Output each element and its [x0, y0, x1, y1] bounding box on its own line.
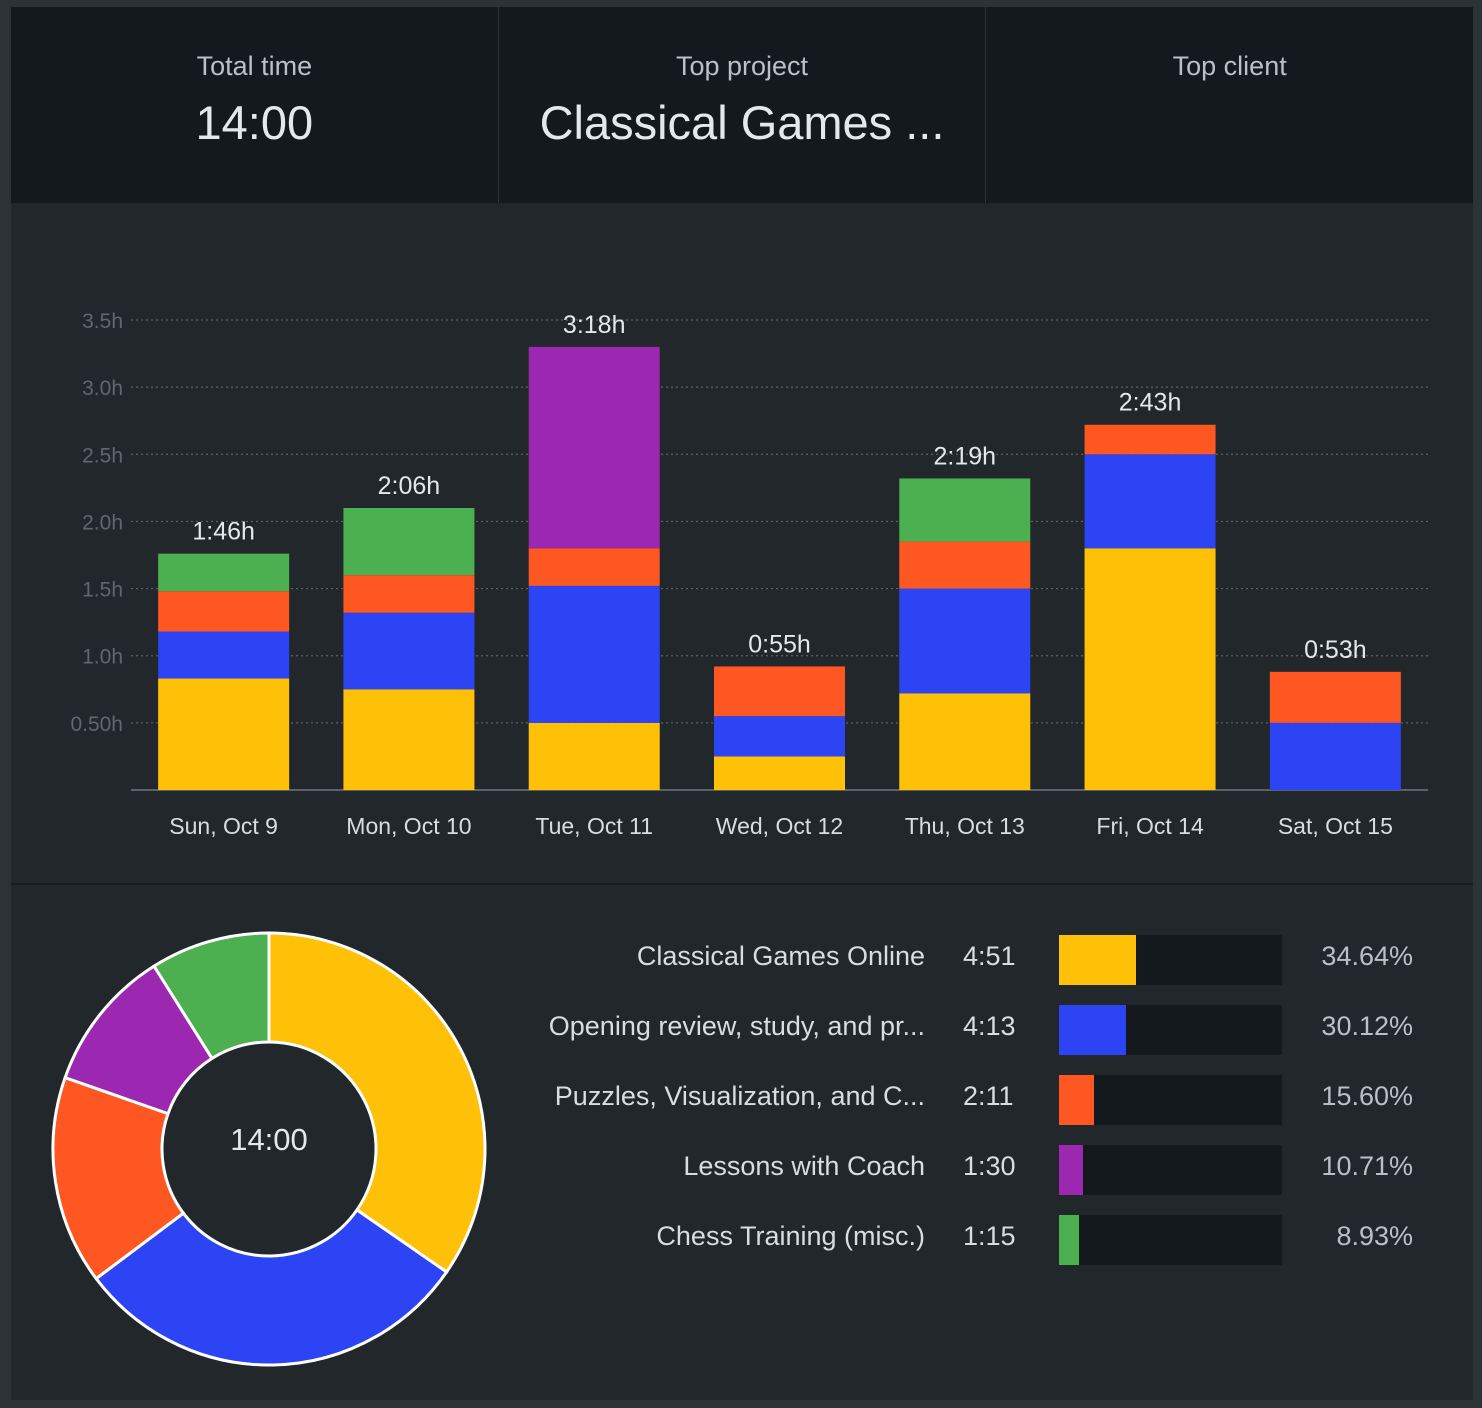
donut-slice[interactable] [267, 931, 487, 1275]
bar-segment[interactable] [343, 689, 475, 790]
donut-slice[interactable] [94, 1207, 449, 1367]
x-tick-label: Sat, Oct 15 [1278, 813, 1393, 839]
bar-total-label: 1:46h [192, 518, 255, 546]
project-breakdown-list: Classical Games Online 4:51 34.64% Openi… [511, 927, 1451, 1277]
bar-segment[interactable] [343, 508, 475, 576]
x-tick-label: Tue, Oct 11 [535, 813, 653, 839]
bar-segment[interactable] [1269, 722, 1401, 790]
bar-segment[interactable] [1084, 548, 1216, 790]
project-time: 1:30 [963, 1151, 1016, 1181]
total-time-label: Total time [196, 51, 313, 81]
x-tick-label: Fri, Oct 14 [1096, 813, 1204, 839]
project-time: 1:15 [963, 1221, 1016, 1251]
project-percent: 34.64% [1321, 941, 1413, 971]
project-progress-fill [1059, 1215, 1079, 1265]
x-tick-label: Mon, Oct 10 [346, 813, 471, 839]
bar-total-label: 2:06h [378, 472, 441, 500]
summary-bar: Total time 14:00 Top project Classical G… [11, 7, 1473, 203]
bar-segment[interactable] [714, 756, 845, 790]
project-progress-track [1059, 1075, 1282, 1125]
x-tick-label: Sun, Oct 9 [169, 813, 278, 839]
x-tick-label: Thu, Oct 13 [905, 813, 1025, 839]
y-tick-label: 1.0h [82, 646, 123, 669]
project-progress-track [1059, 1005, 1282, 1055]
bar-total-label: 2:43h [1119, 389, 1182, 417]
bar-segment[interactable] [1084, 424, 1216, 455]
y-tick-label: 2.5h [82, 444, 123, 467]
bar-segment[interactable] [528, 585, 660, 723]
daily-bar-chart: 0.50h 1.0h 1.5h 2.0h 2.5h 3.0h 3.5h 1:46h Sun, O… [70, 310, 1428, 839]
donut-slice[interactable] [51, 1075, 186, 1281]
x-tick-label: Wed, Oct 12 [716, 813, 843, 839]
bar-segment[interactable] [899, 693, 1031, 790]
total-time-stat: Total time 14:00 [11, 7, 499, 203]
bar-segment[interactable] [1084, 454, 1216, 549]
project-name: Chess Training (misc.) [656, 1221, 925, 1251]
y-tick-label: 2.0h [82, 511, 123, 534]
bar-total-label: 2:19h [934, 442, 997, 470]
donut-slice[interactable] [151, 931, 271, 1061]
project-row[interactable]: Chess Training (misc.) 1:15 8.93% [511, 1207, 1451, 1277]
y-tick-label: 3.5h [82, 310, 123, 333]
project-progress-fill [1059, 1075, 1094, 1125]
section-divider [11, 883, 1473, 885]
reports-dashboard: Total time 14:00 Top project Classical G… [11, 7, 1473, 1400]
top-client-stat: Top client [986, 7, 1473, 203]
bar-segment[interactable] [158, 591, 290, 632]
project-row[interactable]: Lessons with Coach 1:30 10.71% [511, 1137, 1451, 1207]
project-name: Puzzles, Visualization, and C... [554, 1081, 925, 1111]
project-row[interactable]: Opening review, study, and pr... 4:13 30… [511, 997, 1451, 1067]
bar-segment[interactable] [528, 346, 660, 549]
top-project-label: Top project [675, 51, 809, 81]
total-time-value: 14:00 [195, 96, 314, 149]
y-tick-label: 3.0h [82, 377, 123, 400]
bar-segment[interactable] [899, 541, 1031, 589]
bar-segment[interactable] [343, 612, 475, 690]
project-progress-fill [1059, 1145, 1083, 1195]
top-project-stat[interactable]: Top project Classical Games ... [499, 7, 987, 203]
bar-total-label: 3:18h [563, 311, 626, 339]
donut-center-total: 14:00 [230, 1122, 308, 1157]
bar-segment[interactable] [899, 588, 1031, 694]
bar-total-label: 0:55h [748, 630, 811, 658]
bar-segment[interactable] [528, 548, 660, 586]
project-progress-track [1059, 935, 1282, 985]
bar-segment[interactable] [714, 666, 845, 717]
bar-segment[interactable] [158, 553, 290, 592]
project-donut-chart [51, 931, 487, 1367]
project-time: 4:51 [963, 941, 1016, 971]
bar-segment[interactable] [343, 575, 475, 613]
bar-segment[interactable] [899, 478, 1031, 542]
project-row[interactable]: Classical Games Online 4:51 34.64% [511, 927, 1451, 997]
bar-total-label: 0:53h [1304, 636, 1367, 664]
project-name: Opening review, study, and pr... [548, 1011, 925, 1041]
y-tick-label: 0.50h [70, 713, 123, 736]
bar-segment[interactable] [714, 716, 845, 757]
y-tick-label: 1.5h [82, 579, 123, 602]
project-progress-fill [1059, 1005, 1127, 1055]
top-client-label: Top client [1172, 51, 1287, 81]
bar-segment[interactable] [158, 631, 290, 679]
top-project-value[interactable]: Classical Games ... [539, 96, 945, 149]
project-percent: 30.12% [1321, 1011, 1413, 1041]
project-row[interactable]: Puzzles, Visualization, and C... 2:11 15… [511, 1067, 1451, 1137]
project-progress-track [1059, 1215, 1282, 1265]
bar-segment[interactable] [158, 678, 290, 790]
project-percent: 10.71% [1321, 1151, 1413, 1181]
project-percent: 15.60% [1321, 1081, 1413, 1111]
project-progress-fill [1059, 935, 1137, 985]
project-name: Classical Games Online [636, 941, 925, 971]
project-name: Lessons with Coach [683, 1151, 925, 1181]
bar-segment[interactable] [1269, 671, 1401, 723]
bar-segment[interactable] [528, 722, 660, 790]
project-time: 4:13 [963, 1011, 1016, 1041]
project-time: 2:11 [963, 1081, 1014, 1111]
project-percent: 8.93% [1336, 1221, 1413, 1251]
project-progress-track [1059, 1145, 1282, 1195]
